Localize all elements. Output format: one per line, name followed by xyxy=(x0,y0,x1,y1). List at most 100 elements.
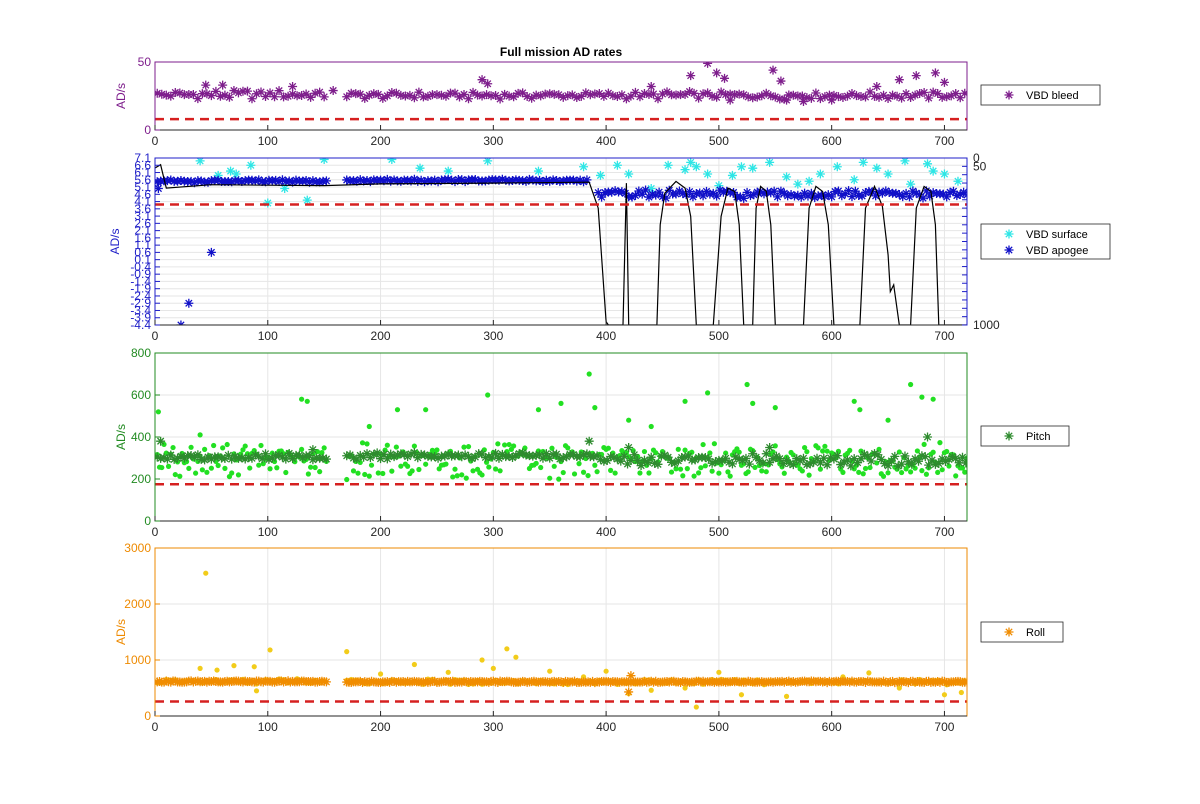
legend-box xyxy=(980,223,1111,260)
data-point xyxy=(214,667,220,673)
data-point xyxy=(775,94,785,104)
data-point xyxy=(465,443,472,450)
y-tick-label: 0.1 xyxy=(134,253,151,267)
data-point xyxy=(898,469,905,476)
data-point xyxy=(480,452,490,462)
data-point xyxy=(518,88,528,98)
x-tick-label: 200 xyxy=(371,525,391,539)
data-point xyxy=(488,676,498,686)
data-point xyxy=(549,89,559,99)
y-tick-label: 3.1 xyxy=(134,209,151,223)
data-point xyxy=(797,91,807,101)
data-point xyxy=(954,458,964,468)
y-tick-label: 1.6 xyxy=(134,231,151,245)
data-point xyxy=(365,453,375,463)
y-tick-label: -4.4 xyxy=(130,318,151,332)
data-point xyxy=(535,450,545,460)
data-point xyxy=(155,676,165,686)
data-point xyxy=(281,677,291,687)
data-point xyxy=(434,447,440,453)
data-point xyxy=(880,473,887,479)
data-point xyxy=(673,466,679,472)
data-point xyxy=(477,91,487,101)
data-point xyxy=(849,175,859,185)
data-point xyxy=(176,176,186,186)
data-point xyxy=(953,176,963,186)
data-point xyxy=(714,181,724,191)
data-point xyxy=(486,464,492,470)
data-point xyxy=(318,453,328,463)
series-vbd-bleed xyxy=(155,62,967,106)
data-point xyxy=(459,89,469,99)
data-point xyxy=(933,89,943,99)
data-point xyxy=(849,454,859,464)
data-point xyxy=(961,458,967,468)
data-point xyxy=(847,192,857,202)
data-point xyxy=(213,175,223,185)
data-point xyxy=(876,677,886,687)
data-point xyxy=(637,189,647,199)
data-point xyxy=(558,453,568,463)
data-point xyxy=(862,465,869,472)
data-point xyxy=(159,464,165,471)
data-point xyxy=(538,464,544,471)
data-point xyxy=(647,189,657,199)
data-point xyxy=(960,88,967,98)
data-point xyxy=(592,405,598,411)
data-point xyxy=(707,677,717,687)
data-point xyxy=(948,186,958,196)
data-point xyxy=(580,674,587,680)
data-point xyxy=(765,457,775,467)
data-point xyxy=(705,189,715,199)
data-point xyxy=(250,450,260,460)
data-point xyxy=(778,459,788,469)
data-point xyxy=(184,89,194,99)
data-point xyxy=(786,189,796,199)
data-point xyxy=(342,451,352,461)
data-point xyxy=(560,469,566,476)
data-point xyxy=(745,191,755,201)
legend: VBD bleed xyxy=(980,84,1101,106)
data-point xyxy=(921,441,927,448)
data-point xyxy=(513,88,523,98)
data-point xyxy=(870,91,880,101)
x-tick-label: 300 xyxy=(483,134,503,148)
data-point xyxy=(651,676,661,686)
data-point xyxy=(155,409,161,415)
y-tick-label: -3.4 xyxy=(130,303,151,317)
data-point xyxy=(413,453,423,463)
data-point xyxy=(229,86,239,96)
data-point xyxy=(246,160,256,170)
data-point xyxy=(750,400,756,406)
data-point xyxy=(815,94,825,104)
data-point xyxy=(822,443,828,449)
data-point xyxy=(203,452,213,462)
data-point xyxy=(773,192,783,202)
data-point xyxy=(919,87,929,97)
data-point xyxy=(606,677,616,687)
data-point xyxy=(304,398,310,404)
data-point xyxy=(538,176,548,186)
data-point xyxy=(686,71,696,81)
x-tick-label: 700 xyxy=(934,720,954,734)
data-point xyxy=(725,95,735,105)
data-point xyxy=(863,451,873,461)
data-point xyxy=(765,158,775,167)
data-point xyxy=(759,468,765,474)
data-point xyxy=(288,177,298,187)
data-point xyxy=(555,454,565,464)
data-point xyxy=(461,444,467,450)
data-point xyxy=(766,188,776,198)
data-point xyxy=(170,676,180,686)
y-tick-label: 6.6 xyxy=(134,158,151,172)
data-point xyxy=(411,661,417,668)
data-point xyxy=(919,394,925,400)
data-point xyxy=(299,446,305,453)
data-point xyxy=(302,195,312,205)
data-point xyxy=(511,451,521,461)
data-point xyxy=(362,471,368,478)
data-point xyxy=(736,162,746,172)
data-point xyxy=(715,185,725,195)
data-point xyxy=(734,454,744,464)
data-point xyxy=(891,188,901,198)
